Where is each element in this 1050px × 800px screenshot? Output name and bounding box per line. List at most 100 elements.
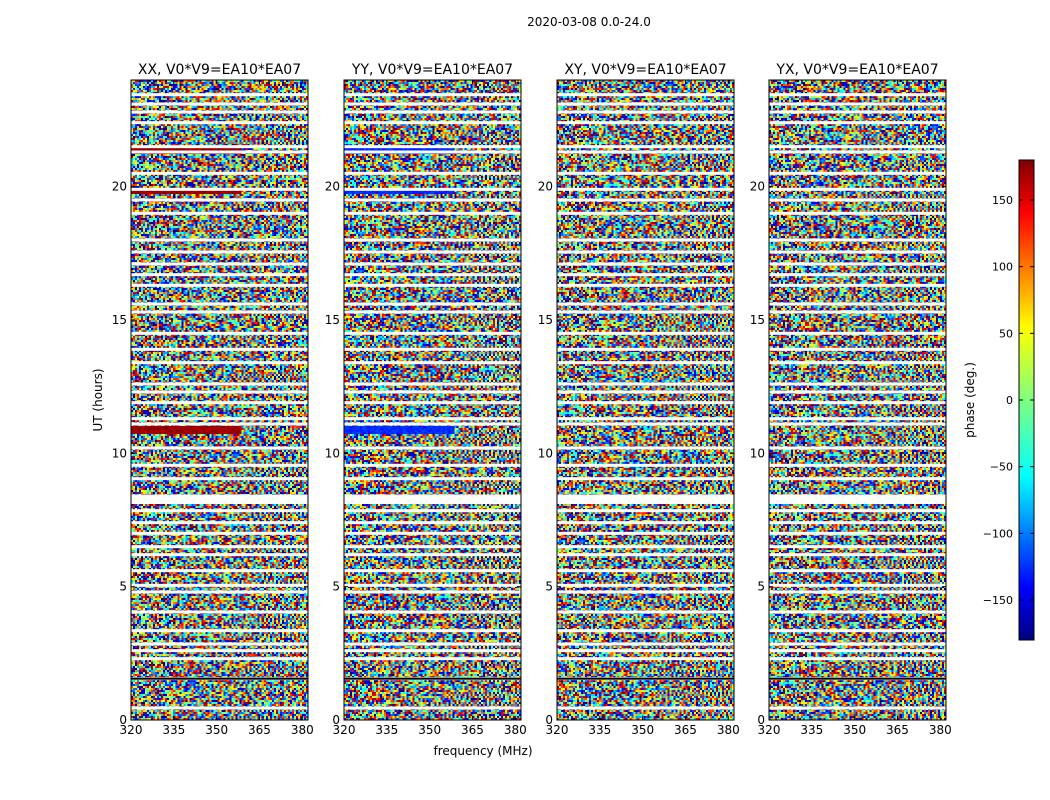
flagged-gap [769, 331, 946, 335]
flagged-gap [557, 657, 734, 661]
flagged-gap [131, 610, 308, 614]
flagged-gap [769, 250, 946, 254]
x-tick-label: 350 [418, 723, 441, 737]
flagged-gap [557, 273, 734, 277]
x-tick-label: 350 [843, 723, 866, 737]
bad-scan-line [557, 677, 734, 680]
flagged-gap [344, 531, 521, 535]
flagged-gap [344, 273, 521, 277]
y-tick-label: 20 [325, 180, 340, 194]
flagged-gap [557, 401, 734, 405]
flagged-gap [131, 642, 308, 646]
phase-heatmap [344, 80, 521, 720]
x-tick-label: 380 [291, 723, 314, 737]
flagged-gap [557, 211, 734, 215]
y-tick-label: 20 [750, 180, 765, 194]
flagged-gap [131, 331, 308, 335]
flagged-gap [769, 198, 946, 202]
flagged-gap [344, 463, 521, 467]
y-tick-label: 0 [119, 713, 127, 727]
flagged-gap [344, 331, 521, 335]
x-tick-label: 320 [120, 723, 143, 737]
flagged-gap [557, 531, 734, 535]
phase-panel: YX, V0*V9=EA10*EA07 320 335 350 365 380 0 5 10 15… [750, 62, 952, 737]
x-tick-label: 380 [504, 723, 527, 737]
flagged-gap [769, 121, 946, 125]
x-tick-label: 365 [461, 723, 484, 737]
x-tick-label: 350 [631, 723, 654, 737]
flagged-gap [344, 629, 521, 633]
flagged-gap [769, 545, 946, 549]
flagged-gap [131, 382, 308, 386]
flagged-gap [131, 302, 308, 306]
flagged-gap [769, 211, 946, 215]
flagged-gap [131, 706, 308, 710]
flagged-gap [557, 569, 734, 573]
flagged-gap [131, 417, 308, 421]
x-axis-label: frequency (MHz) [433, 744, 532, 758]
flagged-gap [344, 390, 521, 394]
colorbar-tick-label: −150 [983, 594, 1013, 607]
flagged-gap [769, 171, 946, 175]
flagged-gap [344, 211, 521, 215]
flagged-gap [344, 610, 521, 614]
flagged-gap [769, 583, 946, 587]
flagged-gap [344, 642, 521, 646]
plot-frame [768, 79, 947, 721]
flagged-gap [131, 121, 308, 125]
panel-title: YX, V0*V9=EA10*EA07 [775, 62, 938, 78]
flagged-gap [769, 521, 946, 525]
flagged-gap [344, 649, 521, 653]
y-tick-label: 0 [332, 713, 340, 727]
flagged-gap [557, 390, 734, 394]
y-tick-label: 15 [750, 313, 765, 327]
panel-title: XY, V0*V9=EA10*EA07 [564, 62, 726, 78]
flagged-gap [557, 347, 734, 351]
flagged-gap [131, 545, 308, 549]
flagged-gap [557, 382, 734, 386]
colorbar: 150 100 50 0 −50 −100 −150 phase (deg.) [963, 159, 1035, 641]
plot-frame [343, 79, 522, 721]
flagged-gap [131, 509, 308, 513]
flagged-gap [344, 417, 521, 421]
flagged-gap [769, 417, 946, 421]
flagged-gap [769, 273, 946, 277]
bad-scan-line [131, 677, 308, 680]
flagged-gap [557, 629, 734, 633]
flagged-gap [557, 706, 734, 710]
flagged-gap [344, 198, 521, 202]
flagged-gap [769, 382, 946, 386]
flagged-gap [131, 553, 308, 557]
flagged-gap [344, 657, 521, 661]
flagged-gap [557, 463, 734, 467]
flagged-gap [131, 198, 308, 202]
colorbar-label: phase (deg.) [963, 362, 977, 438]
flagged-gap [344, 121, 521, 125]
flagged-gap [557, 583, 734, 587]
flagged-gap [769, 110, 946, 114]
flagged-gap [131, 422, 308, 426]
x-tick-label: 335 [375, 723, 398, 737]
flagged-gap [557, 590, 734, 594]
flagged-gap [769, 93, 946, 97]
flagged-gap [769, 102, 946, 106]
flagged-gap [769, 509, 946, 513]
flagged-gap [557, 642, 734, 646]
bad-scan-line [769, 677, 946, 680]
colorbar-tick-label: −50 [990, 461, 1013, 474]
phase-heatmap [769, 80, 946, 720]
x-tick-label: 365 [886, 723, 909, 737]
flagged-gap [557, 417, 734, 421]
flagged-gap [131, 145, 308, 149]
flagged-gap [557, 494, 734, 504]
flagged-gap [344, 545, 521, 549]
y-tick-label: 5 [119, 580, 127, 594]
flagged-gap [131, 238, 308, 242]
phase-heatmap [557, 80, 734, 720]
flagged-gap [557, 302, 734, 306]
flagged-gap [769, 401, 946, 405]
flagged-gap [769, 657, 946, 661]
x-tick-label: 320 [546, 723, 569, 737]
flagged-gap [131, 477, 308, 481]
flagged-gap [344, 171, 521, 175]
